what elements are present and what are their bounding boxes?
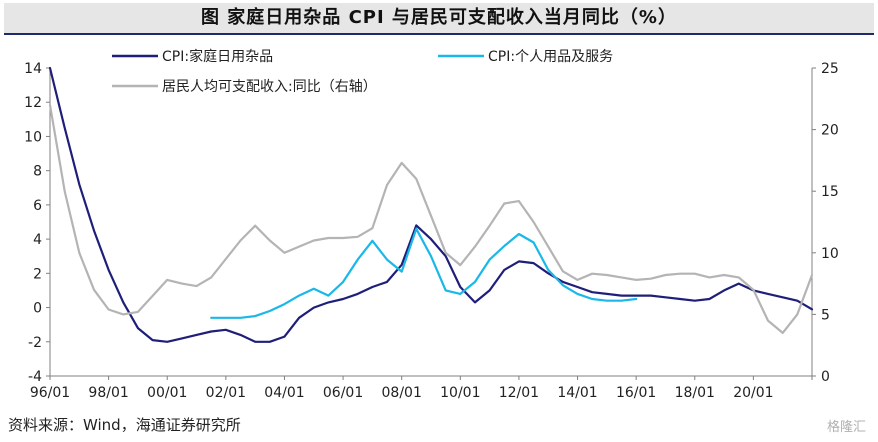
right-tick-label: 15: [821, 184, 839, 200]
left-tick-label: 14: [24, 61, 42, 77]
left-tick-label: 4: [33, 232, 42, 248]
title-bar: 图 家庭日用杂品 CPI 与居民可支配收入当月同比（%）: [4, 3, 874, 35]
x-tick-label: 08/01: [382, 385, 422, 401]
legend-label-1: CPI:家庭日用杂品: [162, 48, 273, 65]
left-tick-label: 6: [33, 198, 42, 214]
x-tick-label: 98/01: [88, 385, 128, 401]
x-tick-label: 12/01: [499, 385, 539, 401]
left-tick-label: 8: [33, 164, 42, 180]
x-tick-label: 18/01: [675, 385, 715, 401]
left-tick-label: 10: [24, 129, 42, 145]
left-tick-label: -4: [28, 369, 42, 385]
series-line-1: [48, 66, 814, 343]
left-tick-label: 0: [33, 301, 42, 317]
left-tick-label: 12: [24, 95, 42, 111]
chart-title: 图 家庭日用杂品 CPI 与居民可支配收入当月同比（%）: [201, 7, 677, 28]
x-tick-label: 00/01: [147, 385, 187, 401]
x-tick-label: 06/01: [323, 385, 363, 401]
x-tick-label: 10/01: [440, 385, 480, 401]
source-note: 资料来源：Wind，海通证券研究所: [8, 416, 241, 434]
x-tick-label: 02/01: [206, 385, 246, 401]
left-tick-label: 2: [33, 266, 42, 282]
x-tick-label: 20/01: [733, 385, 773, 401]
watermark: 格隆汇: [826, 420, 866, 435]
legend-label-3: 居民人均可支配收入:同比（右轴）: [162, 79, 377, 95]
right-tick-label: 5: [821, 307, 830, 323]
series-line-3: [48, 103, 814, 334]
legend-label-2: CPI:个人用品及服务: [488, 49, 613, 65]
left-tick-label: -2: [28, 335, 42, 351]
x-tick-label: 96/01: [30, 385, 70, 401]
plot-area: -4 -2 0 2 4 6 8 10 12 14 0 5 10 15 20 25 96/01 98/01 00/01…: [24, 48, 839, 401]
right-tick-label: 10: [821, 246, 839, 262]
series-line-2: [210, 227, 638, 319]
x-tick-label: 14/01: [557, 385, 597, 401]
right-tick-label: 25: [821, 61, 839, 77]
right-tick-label: 20: [821, 123, 839, 139]
right-tick-label: 0: [821, 369, 830, 385]
x-tick-label: 04/01: [264, 385, 304, 401]
x-tick-label: 16/01: [616, 385, 656, 401]
